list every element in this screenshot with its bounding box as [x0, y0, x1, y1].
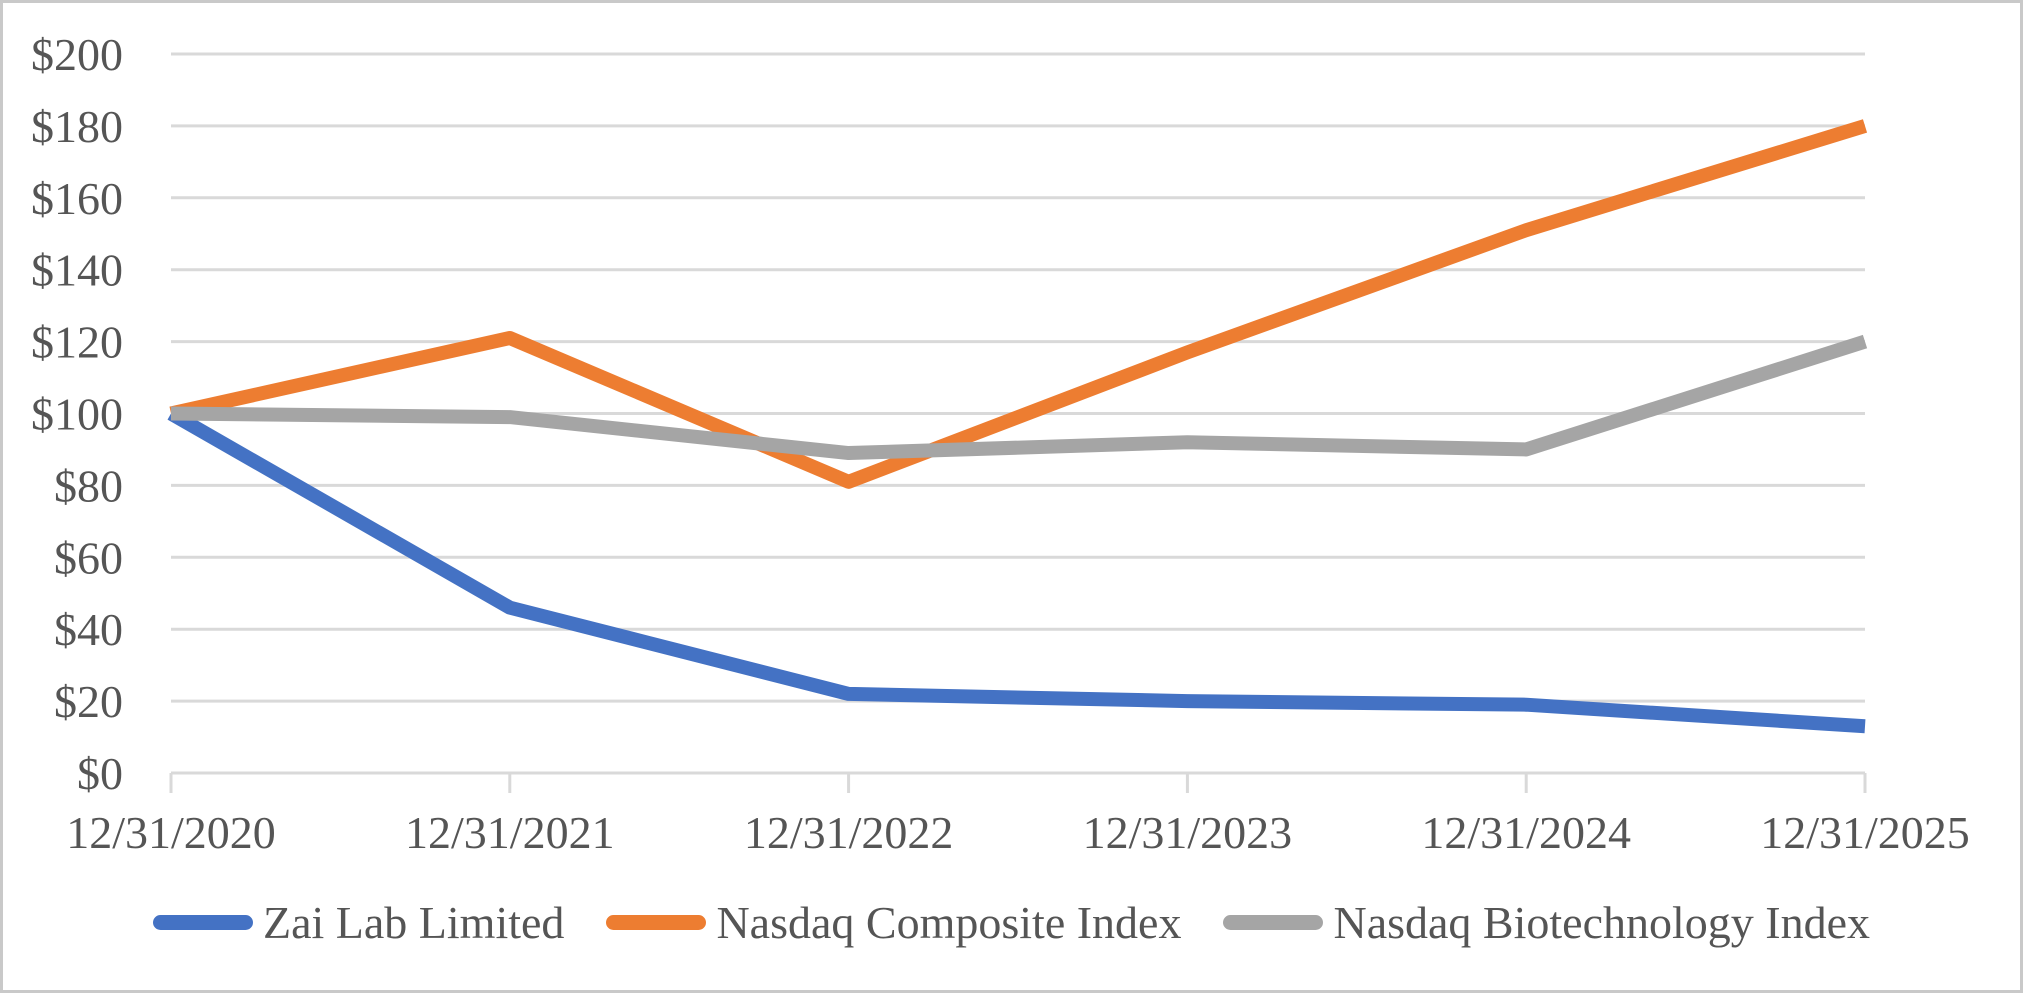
y-tick-label: $40	[54, 604, 123, 655]
y-tick-label: $20	[54, 676, 123, 727]
series-line-nasdaq-composite-index	[169, 119, 1868, 489]
legend-label-nasdaq-composite-index: Nasdaq Composite Index	[716, 897, 1182, 948]
y-tick-label: $120	[31, 317, 123, 368]
y-tick-label: $0	[77, 748, 123, 799]
series-line-zai-lab-limited	[167, 407, 1866, 734]
y-tick-label: $200	[31, 29, 123, 80]
y-tick-label: $80	[54, 460, 123, 511]
x-tick-label: 12/31/2022	[744, 807, 954, 858]
x-tick-label: 12/31/2021	[405, 807, 615, 858]
legend-item-nasdaq-composite-index: Nasdaq Composite Index	[606, 896, 1181, 949]
legend-marker-nasdaq-composite-index	[606, 915, 707, 930]
x-tick-label: 12/31/2023	[1083, 807, 1293, 858]
legend-item-nasdaq-biotechnology-index: Nasdaq Biotechnology Index	[1223, 896, 1870, 949]
plot-area: $0 $20 $40 $60 $80 $100 $120 $140 $160 $180 $200 12…	[31, 29, 1970, 858]
x-tick-label: 12/31/2020	[66, 807, 276, 858]
legend-marker-zai-lab-limited	[152, 915, 253, 930]
x-tick-label: 12/31/2025	[1760, 807, 1970, 858]
y-tick-label: $100	[31, 389, 123, 440]
chart-legend: Zai Lab Limited Nasdaq Composite Index Nas…	[3, 896, 2020, 949]
legend-label-nasdaq-biotechnology-index: Nasdaq Biotechnology Index	[1333, 897, 1871, 948]
x-tick-label: 12/31/2024	[1421, 807, 1631, 858]
series-line-nasdaq-biotechnology-index	[170, 334, 1868, 461]
y-tick-label: $160	[31, 173, 123, 224]
legend-marker-nasdaq-biotechnology-index	[1223, 915, 1324, 930]
y-tick-label: $180	[31, 101, 123, 152]
y-tick-label: $60	[54, 532, 123, 583]
y-tick-label: $140	[31, 245, 123, 296]
legend-label-zai-lab-limited: Zai Lab Limited	[262, 897, 565, 948]
legend-item-zai-lab-limited: Zai Lab Limited	[152, 896, 565, 949]
